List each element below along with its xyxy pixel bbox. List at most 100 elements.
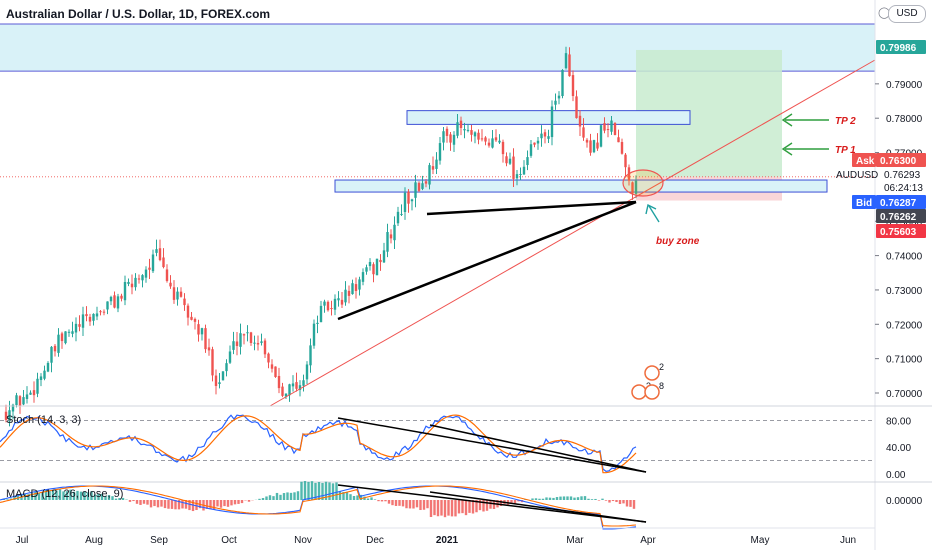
candle-body bbox=[29, 393, 31, 395]
candle-body bbox=[600, 125, 602, 146]
last-price-label: 0.76293 bbox=[884, 170, 921, 181]
candle-body bbox=[442, 131, 444, 142]
candle-body bbox=[379, 260, 381, 262]
macd-histogram-bar bbox=[241, 500, 243, 503]
symbol-label: AUDUSD bbox=[836, 170, 878, 181]
macd-histogram-bar bbox=[444, 500, 446, 517]
candle-body bbox=[155, 249, 157, 253]
time-tick-label: Sep bbox=[150, 535, 168, 546]
macd-histogram-bar bbox=[132, 500, 134, 501]
candle-body bbox=[103, 312, 105, 313]
macd-histogram-bar bbox=[157, 500, 159, 507]
candle-body bbox=[250, 332, 252, 343]
candle-body bbox=[330, 308, 332, 309]
supply-box bbox=[407, 111, 690, 125]
candle-body bbox=[372, 264, 374, 274]
candle-body bbox=[334, 299, 336, 310]
wedge-line-lower bbox=[338, 202, 636, 319]
macd-histogram-bar bbox=[437, 500, 439, 516]
macd-histogram-bar bbox=[216, 500, 218, 506]
candle-body bbox=[614, 123, 616, 135]
candle-body bbox=[523, 167, 525, 175]
macd-histogram-bar bbox=[461, 500, 463, 513]
candle-body bbox=[68, 332, 70, 333]
candle-body bbox=[110, 297, 112, 301]
event-badge-3-icon bbox=[645, 385, 659, 399]
macd-histogram-bar bbox=[227, 500, 229, 507]
candle-body bbox=[530, 144, 532, 156]
macd-histogram-bar bbox=[353, 496, 355, 500]
candle-body bbox=[435, 160, 437, 169]
candle-body bbox=[568, 54, 570, 76]
candle-body bbox=[621, 142, 623, 154]
macd-histogram-bar bbox=[307, 482, 309, 500]
stoch-divergence-line-1 bbox=[338, 418, 646, 472]
candle-body bbox=[484, 137, 486, 141]
candle-body bbox=[414, 182, 416, 198]
candle-body bbox=[358, 279, 360, 289]
candle-body bbox=[554, 101, 556, 105]
candle-body bbox=[596, 143, 598, 149]
macd-histogram-bar bbox=[465, 500, 467, 515]
time-tick-label: 2021 bbox=[436, 535, 459, 546]
stoch-tick-label: 0.00 bbox=[886, 470, 906, 481]
candle-body bbox=[71, 331, 73, 334]
macd-histogram-bar bbox=[272, 496, 274, 500]
macd-histogram-bar bbox=[601, 499, 603, 500]
macd-histogram-bar bbox=[139, 500, 141, 505]
currency-button[interactable]: USD bbox=[888, 5, 926, 23]
candle-body bbox=[236, 342, 238, 346]
macd-histogram-bar bbox=[458, 500, 460, 513]
candle-body bbox=[183, 299, 185, 305]
candle-body bbox=[201, 328, 203, 334]
chart-title: Australian Dollar / U.S. Dollar, 1D, FOR… bbox=[6, 7, 270, 21]
candle-body bbox=[243, 334, 245, 335]
candle-body bbox=[491, 138, 493, 147]
candle-body bbox=[572, 75, 574, 96]
macd-histogram-bar bbox=[454, 500, 456, 516]
price-tick-label: 0.72000 bbox=[886, 320, 923, 331]
macd-histogram-bar bbox=[136, 500, 138, 504]
candle-body bbox=[176, 292, 178, 300]
event-badge-3: 8 bbox=[659, 381, 664, 391]
candle-body bbox=[82, 314, 84, 327]
candle-body bbox=[131, 284, 133, 288]
macd-histogram-bar bbox=[629, 500, 631, 507]
candle-body bbox=[519, 174, 521, 175]
macd-histogram-bar bbox=[356, 495, 358, 500]
macd-histogram-bar bbox=[209, 500, 211, 509]
candle-body bbox=[327, 302, 329, 310]
macd-histogram-bar bbox=[416, 500, 418, 507]
macd-histogram-bar bbox=[349, 494, 351, 500]
macd-histogram-bar bbox=[584, 496, 586, 500]
candle-body bbox=[432, 166, 434, 169]
macd-histogram-bar bbox=[486, 500, 488, 511]
macd-histogram-bar bbox=[234, 500, 236, 504]
macd-histogram-bar bbox=[283, 493, 285, 500]
candle-body bbox=[502, 142, 504, 154]
macd-histogram-bar bbox=[171, 500, 173, 509]
price-tick-label: 0.71000 bbox=[886, 355, 923, 366]
macd-histogram-bar bbox=[230, 500, 232, 505]
candle-body bbox=[320, 306, 322, 322]
bid-price-tag: 0.76287 bbox=[880, 198, 917, 209]
candle-body bbox=[278, 376, 280, 388]
candle-body bbox=[603, 123, 605, 131]
macd-histogram-bar bbox=[556, 497, 558, 500]
macd-histogram-bar bbox=[402, 500, 404, 506]
candle-body bbox=[446, 129, 448, 136]
macd-histogram-bar bbox=[622, 500, 624, 503]
candle-body bbox=[229, 351, 231, 362]
macd-histogram-bar bbox=[286, 492, 288, 500]
candle-body bbox=[582, 127, 584, 137]
macd-histogram-bar bbox=[489, 500, 491, 509]
candle-body bbox=[586, 140, 588, 143]
candle-body bbox=[544, 132, 546, 136]
candle-body bbox=[225, 363, 227, 371]
macd-histogram-bar bbox=[615, 500, 617, 502]
candle-body bbox=[47, 363, 49, 372]
candle-body bbox=[558, 96, 560, 99]
mid-price-tag: 0.76262 bbox=[880, 212, 917, 223]
